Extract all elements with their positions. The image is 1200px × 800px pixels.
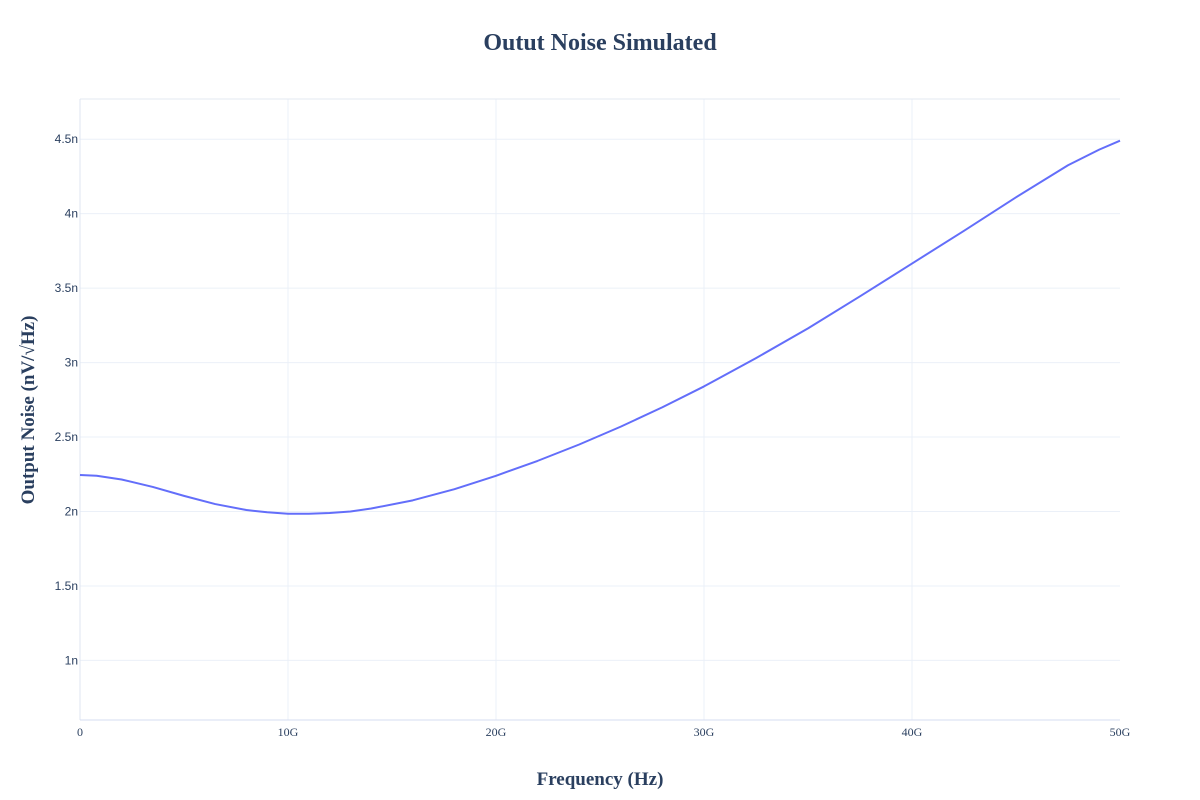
x-axis-title: Frequency (Hz) [537,769,664,790]
y-tick-label: 4n [65,207,78,221]
x-tick-label: 40G [902,725,923,739]
y-axis-ticks: 1n 1.5n 2n 2.5n 3n 3.5n 4n 4.5n [55,132,78,667]
x-tick-label: 30G [694,725,715,739]
x-axis-ticks: 0 10G 20G 30G 40G 50G [77,725,1131,739]
x-tick-label: 20G [486,725,507,739]
x-tick-label: 10G [278,725,299,739]
y-tick-label: 3.5n [55,281,78,295]
x-tick-label: 50G [1110,725,1131,739]
grid-lines [80,99,1120,720]
x-tick-label: 0 [77,725,83,739]
y-axis-title: Output Noise (nV/√Hz) [18,316,39,505]
y-tick-label: 4.5n [55,132,78,146]
y-tick-label: 3n [65,356,78,370]
chart-title: Outut Noise Simulated [483,30,717,56]
axes [79,98,1120,721]
y-tick-label: 1.5n [55,579,78,593]
y-tick-label: 2n [65,505,78,519]
y-tick-label: 1n [65,653,78,667]
series-line [79,139,1121,515]
y-tick-label: 2.5n [55,430,78,444]
